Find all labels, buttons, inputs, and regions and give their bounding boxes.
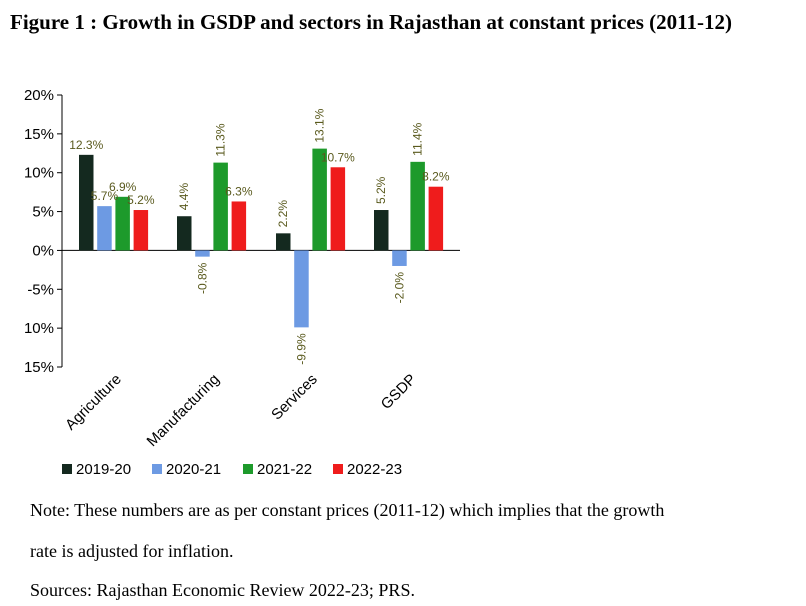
bar-2020-21-agriculture: [97, 206, 112, 251]
bar-2022-23-services: [330, 167, 346, 251]
data-label: 6.9%: [109, 180, 137, 194]
y-tick-label: 10%: [24, 320, 54, 337]
bar-2022-23-manufacturing: [231, 201, 247, 251]
data-label: 5.2%: [374, 176, 388, 204]
category-label: Manufacturing: [144, 371, 223, 450]
category-label: Services: [268, 371, 321, 424]
data-label: 4.4%: [177, 183, 191, 211]
legend-label: 2020-21: [166, 461, 221, 478]
bar-2022-23-gsdp: [428, 186, 444, 251]
data-label: 5.2%: [127, 193, 155, 207]
sources-line: Sources: Rajasthan Economic Review 2022-…: [30, 580, 415, 600]
y-tick-label: -5%: [27, 281, 54, 298]
data-label: -2.0%: [392, 272, 406, 304]
bar-2019-20-services: [276, 233, 291, 251]
y-tick-label: 10%: [24, 165, 54, 182]
legend-label: 2022-23: [347, 461, 402, 478]
bar-2022-23-agriculture: [133, 210, 149, 251]
bar-2021-22-gsdp: [410, 161, 425, 251]
bar-2019-20-agriculture: [79, 154, 94, 251]
bar-2021-22-agriculture: [115, 196, 130, 251]
legend-swatch: [152, 464, 162, 474]
y-tick-label: 0%: [32, 242, 54, 259]
note-line-1: Note: These numbers are as per constant …: [30, 500, 665, 520]
data-label: 2.2%: [276, 200, 290, 228]
legend-swatch: [333, 464, 343, 474]
x-axis-categories: Agriculture Manufacturing Services GSDP: [62, 371, 420, 450]
legend: 2019-20 2020-21 2021-22 2022-23: [62, 461, 402, 478]
y-tick-label: 15%: [24, 359, 54, 376]
data-labels: 12.3%5.7%6.9%5.2% 4.4%-0.8%11.3%6.3%2.2%-…: [69, 108, 450, 364]
bar-2019-20-manufacturing: [177, 216, 192, 251]
bars: [79, 148, 444, 328]
legend-label: 2019-20: [76, 461, 131, 478]
category-label: GSDP: [378, 371, 420, 413]
data-label: 12.3%: [69, 138, 103, 152]
bar-chart: 20%15%10%5%0%-5%10%15% 12.3%5.7%6.9%5.2%…: [24, 87, 460, 478]
note-line-2: rate is adjusted for inflation.: [30, 541, 234, 561]
legend-swatch: [243, 464, 253, 474]
data-label: -0.8%: [195, 262, 209, 294]
bar-2019-20-gsdp: [374, 210, 389, 251]
data-label: -9.9%: [294, 333, 308, 365]
data-label: 13.1%: [313, 108, 327, 142]
chart-title: Figure 1 : Growth in GSDP and sectors in…: [10, 10, 732, 34]
data-label: 8.2%: [422, 170, 450, 184]
data-label: 11.4%: [411, 122, 425, 155]
bar-2020-21-services: [294, 250, 309, 328]
category-label: Agriculture: [62, 371, 125, 434]
data-label: 10.7%: [321, 150, 355, 164]
bar-2020-21-gsdp: [392, 250, 407, 266]
legend-swatch: [62, 464, 72, 474]
bar-2021-22-services: [312, 148, 327, 251]
data-label: 5.7%: [91, 189, 119, 203]
bar-2021-22-manufacturing: [213, 162, 228, 251]
y-tick-label: 20%: [24, 87, 54, 104]
legend-label: 2021-22: [257, 461, 312, 478]
data-label: 6.3%: [225, 184, 253, 198]
bar-2020-21-manufacturing: [195, 250, 210, 257]
y-tick-label: 15%: [24, 126, 54, 143]
data-label: 11.3%: [214, 123, 228, 156]
y-tick-label: 5%: [32, 204, 54, 221]
